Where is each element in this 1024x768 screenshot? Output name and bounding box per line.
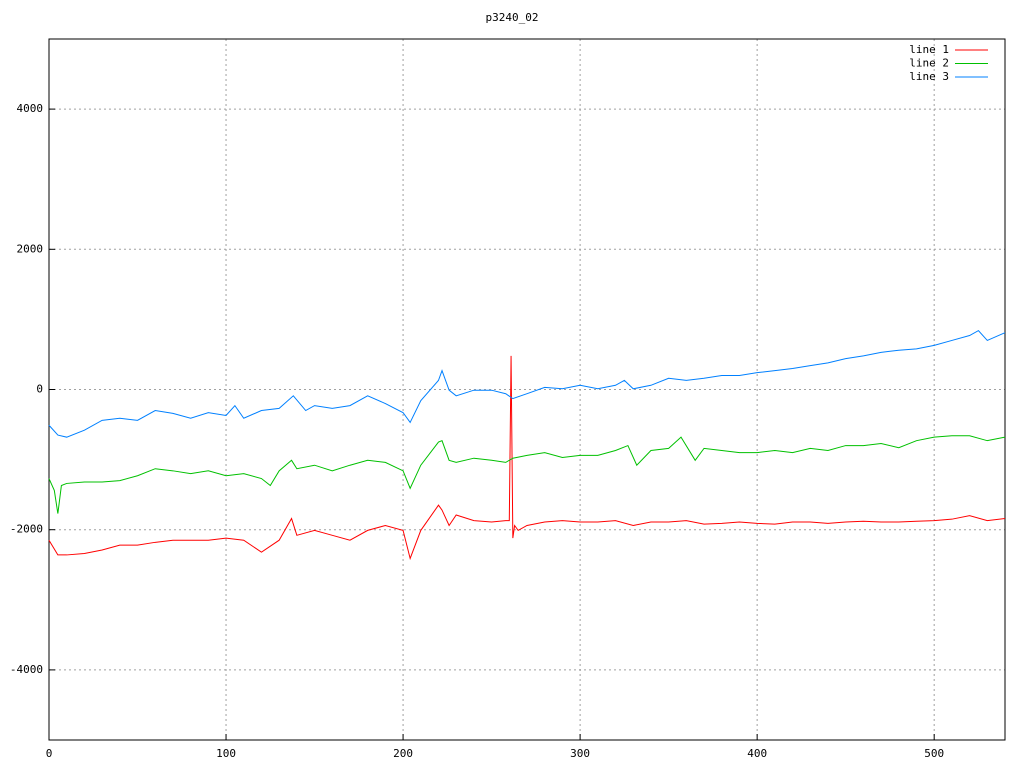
y-tick-label: 2000	[17, 242, 44, 255]
x-tick-label: 300	[570, 747, 590, 760]
x-tick-label: 400	[747, 747, 767, 760]
legend-label: line 1	[909, 43, 949, 56]
y-tick-label: 0	[36, 383, 43, 396]
y-tick-label: 4000	[17, 102, 44, 115]
chart-title: p3240_02	[486, 11, 539, 24]
x-tick-label: 200	[393, 747, 413, 760]
x-tick-label: 100	[216, 747, 236, 760]
data-line	[48, 435, 1006, 514]
y-tick-label: -4000	[10, 663, 43, 676]
y-tick-label: -2000	[10, 523, 43, 536]
legend-label: line 3	[909, 70, 949, 83]
plot-frame	[48, 38, 1006, 741]
x-tick-label: 0	[46, 747, 53, 760]
legend-label: line 2	[909, 57, 949, 70]
data-line	[48, 329, 1006, 438]
x-tick-label: 500	[924, 747, 944, 760]
data-line	[48, 355, 1006, 561]
